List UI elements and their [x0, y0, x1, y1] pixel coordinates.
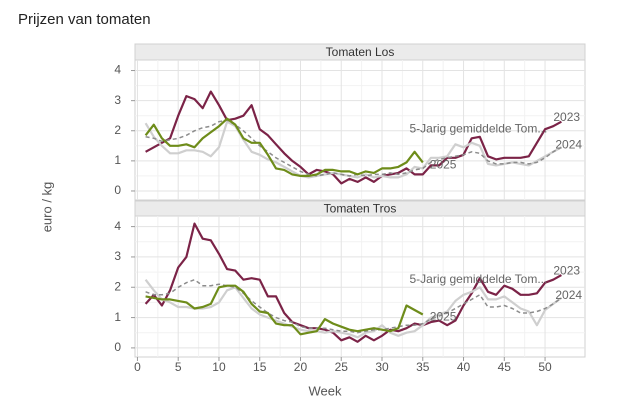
y-tick-label: 4 [114, 219, 121, 233]
y-tick-label: 0 [114, 340, 121, 354]
x-tick-label: 25 [335, 360, 349, 374]
y-axis-label: euro / kg [39, 182, 54, 233]
series-line [144, 120, 562, 179]
series-line [144, 279, 563, 339]
series-label: 2024 [555, 288, 582, 302]
series-line [145, 284, 424, 336]
panel-title: Tomaten Tros [324, 202, 397, 216]
page-title: Prijzen van tomaten [18, 11, 151, 28]
series-label: 2025 [430, 310, 457, 324]
series-label: 2024 [555, 137, 582, 151]
series-line [145, 90, 562, 185]
y-tick-label: 1 [114, 310, 121, 324]
series-label: 2025 [430, 158, 457, 172]
x-axis-label: Week [309, 383, 342, 398]
y-tick-label: 2 [114, 123, 121, 137]
series-label: 2023 [553, 263, 580, 277]
y-tick-label: 0 [114, 183, 121, 197]
series-label: 5-Jarig gemiddelde Tom... [409, 121, 547, 135]
y-tick-label: 2 [114, 279, 121, 293]
x-tick-label: 10 [212, 360, 226, 374]
x-tick-label: 5 [175, 360, 182, 374]
x-tick-label: 40 [457, 360, 471, 374]
x-tick-label: 35 [416, 360, 430, 374]
y-tick-label: 3 [114, 93, 121, 107]
series-label: 5-Jarig gemiddelde Tom... [409, 272, 547, 286]
x-tick-label: 15 [253, 360, 267, 374]
x-tick-label: 45 [498, 360, 512, 374]
panel-title: Tomaten Los [326, 45, 395, 59]
y-tick-label: 1 [114, 153, 121, 167]
y-tick-label: 4 [114, 63, 121, 77]
y-tick-label: 3 [114, 249, 121, 263]
x-tick-label: 20 [294, 360, 308, 374]
x-tick-label: 50 [538, 360, 552, 374]
x-tick-label: 0 [134, 360, 141, 374]
series-line [144, 117, 424, 177]
x-tick-label: 30 [375, 360, 389, 374]
series-line [145, 119, 562, 177]
series-line [144, 222, 562, 343]
series-line [145, 278, 562, 334]
series-label: 2023 [553, 110, 580, 124]
